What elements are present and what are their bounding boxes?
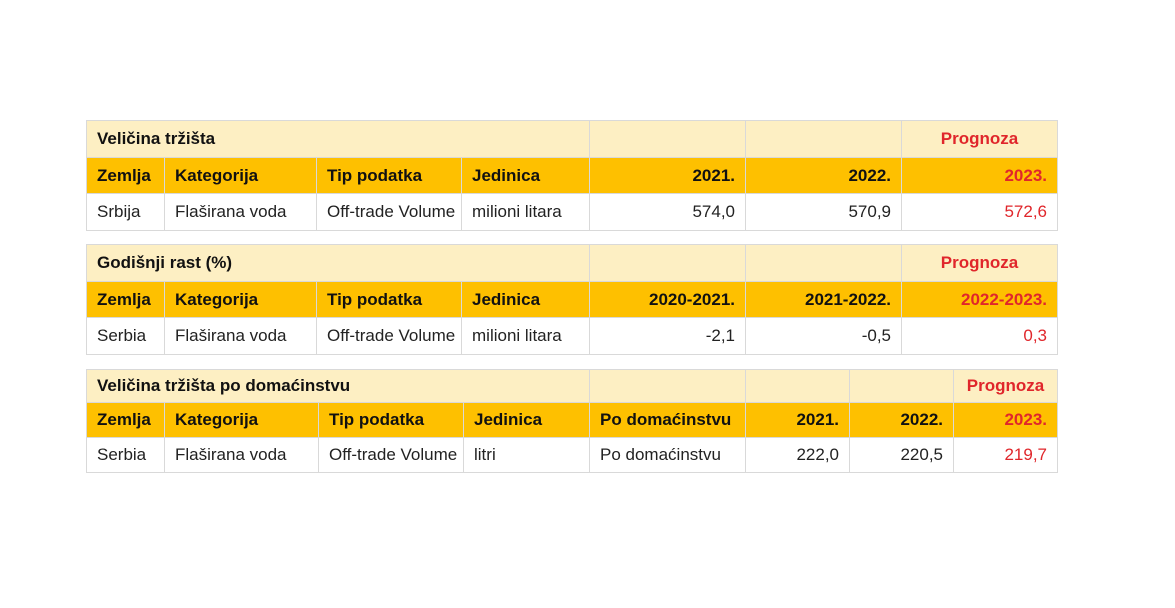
cell-category: Flaširana voda <box>164 317 317 355</box>
header-period: 2020-2021. <box>589 281 747 318</box>
header-country: Zemlja <box>86 281 165 318</box>
header-category: Kategorija <box>164 157 317 194</box>
cell-data-type: Off-trade Volume <box>318 437 464 473</box>
table-title: Veličina tržišta po domaćinstvu <box>86 369 590 403</box>
cell-value: 222,0 <box>745 437 850 473</box>
header-data-type: Tip podatka <box>316 281 462 318</box>
header-data-type: Tip podatka <box>316 157 462 194</box>
header-country: Zemlja <box>86 402 165 438</box>
annual-growth-table: Godišnji rast (%) Prognoza Zemlja Katego… <box>85 244 1059 355</box>
cell-forecast-value: 219,7 <box>953 437 1058 473</box>
header-data-type: Tip podatka <box>318 402 464 438</box>
cell-forecast-value: 572,6 <box>901 193 1058 231</box>
table-row: Srbija Flaširana voda Off-trade Volume m… <box>86 193 1058 231</box>
cell-category: Flaširana voda <box>164 193 317 231</box>
forecast-label: Prognoza <box>901 244 1059 282</box>
cell-data-type: Off-trade Volume <box>316 193 462 231</box>
header-year: 2021. <box>745 402 850 438</box>
cell-unit: milioni litara <box>461 193 590 231</box>
cell-value: -2,1 <box>589 317 747 355</box>
table-title: Godišnji rast (%) <box>85 244 591 282</box>
cell-value: 220,5 <box>849 437 954 473</box>
header-country: Zemlja <box>86 157 165 194</box>
header-forecast-year: 2023. <box>953 402 1058 438</box>
header-unit: Jedinica <box>460 281 591 318</box>
header-per-household: Po domaćinstvu <box>589 402 746 438</box>
market-size-per-household-table: Veličina tržišta po domaćinstvu Prognoza… <box>86 369 1058 473</box>
table-row: Serbia Flaširana voda Off-trade Volume l… <box>86 437 1058 473</box>
header-forecast-year: 2023. <box>901 157 1058 194</box>
table-title: Veličina tržišta <box>86 120 590 158</box>
table-row: Serbia Flaširana voda Off-trade Volume m… <box>86 317 1059 355</box>
cell-per-household: Po domaćinstvu <box>589 437 746 473</box>
header-year: 2022. <box>849 402 954 438</box>
header-category: Kategorija <box>164 402 319 438</box>
forecast-label: Prognoza <box>953 369 1058 403</box>
cell-value: 574,0 <box>589 193 746 231</box>
cell-forecast-value: 0,3 <box>901 317 1059 355</box>
cell-country: Serbia <box>86 317 165 355</box>
cell-category: Flaširana voda <box>164 437 319 473</box>
cell-country: Serbia <box>86 437 165 473</box>
cell-unit: milioni litara <box>460 317 591 355</box>
header-year: 2022. <box>745 157 902 194</box>
header-unit: Jedinica <box>461 157 590 194</box>
header-period: 2021-2022. <box>745 281 903 318</box>
header-year: 2021. <box>589 157 746 194</box>
header-unit: Jedinica <box>463 402 590 438</box>
cell-value: -0,5 <box>745 317 903 355</box>
cell-country: Srbija <box>86 193 165 231</box>
cell-unit: litri <box>463 437 590 473</box>
market-size-table: Veličina tržišta Prognoza Zemlja Kategor… <box>86 120 1058 231</box>
forecast-label: Prognoza <box>901 120 1058 158</box>
cell-data-type: Off-trade Volume <box>316 317 462 355</box>
cell-value: 570,9 <box>745 193 902 231</box>
header-forecast-period: 2022-2023. <box>901 281 1059 318</box>
header-category: Kategorija <box>164 281 317 318</box>
